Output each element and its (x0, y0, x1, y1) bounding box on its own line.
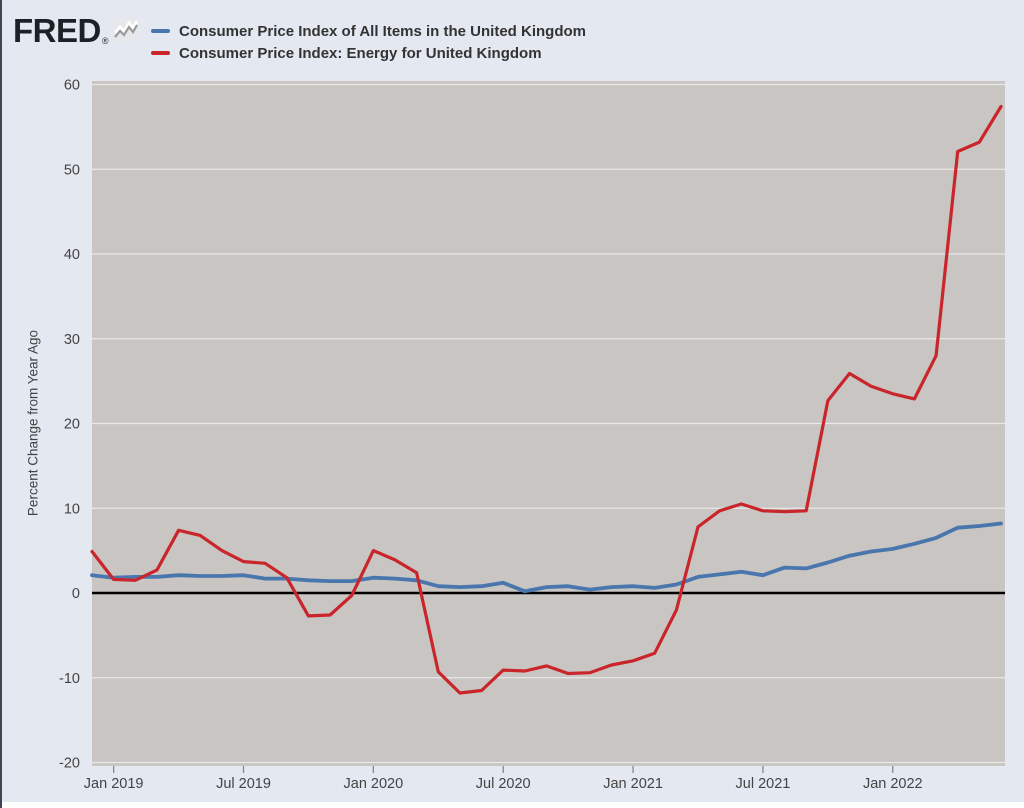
legend-item-cpi-energy[interactable]: Consumer Price Index: Energy for United … (151, 42, 586, 64)
x-tick-label: Jan 2019 (84, 776, 144, 792)
fred-sparkline-icon (113, 17, 140, 48)
y-tick-label: 20 (64, 417, 80, 433)
legend-label: Consumer Price Index of All Items in the… (179, 22, 586, 40)
y-tick-label: 30 (64, 332, 80, 348)
page-bottom-strip (2, 802, 1024, 808)
legend-label: Consumer Price Index: Energy for United … (179, 44, 542, 62)
x-tick-label: Jan 2020 (344, 776, 404, 792)
x-tick-label: Jul 2021 (736, 776, 791, 792)
y-tick-label: 60 (64, 78, 80, 94)
x-tick-label: Jan 2022 (863, 776, 923, 792)
y-tick-label: 0 (72, 586, 80, 602)
y-tick-label: 40 (64, 247, 80, 263)
series-line-cpi-all-items[interactable] (90, 521, 1003, 594)
x-tick-label: Jul 2020 (476, 776, 531, 792)
x-tick-label: Jan 2021 (603, 776, 663, 792)
y-axis: -20 -10 0 10 20 30 40 50 60 (59, 78, 80, 772)
x-tick-label: Jul 2019 (216, 776, 271, 792)
fred-logo-text: FRED (13, 12, 101, 49)
y-tick-label: -20 (59, 756, 80, 772)
registered-trademark-symbol: ® (101, 36, 109, 46)
gridlines (92, 83, 1005, 764)
x-axis: Jan 2019 Jul 2019 Jan 2020 Jul 2020 Jan 2021… (84, 766, 923, 792)
series-line-cpi-energy[interactable] (90, 104, 1003, 695)
y-tick-label: 50 (64, 162, 80, 178)
legend-swatch-red (151, 51, 170, 55)
legend-item-cpi-all-items[interactable]: Consumer Price Index of All Items in the… (151, 20, 586, 42)
y-tick-label: -10 (59, 671, 80, 687)
chart-legend: Consumer Price Index of All Items in the… (151, 20, 586, 64)
window-left-border (0, 0, 2, 808)
fred-logo[interactable]: FRED ® (13, 12, 140, 49)
legend-swatch-blue (151, 29, 170, 33)
y-tick-label: 10 (64, 501, 80, 517)
